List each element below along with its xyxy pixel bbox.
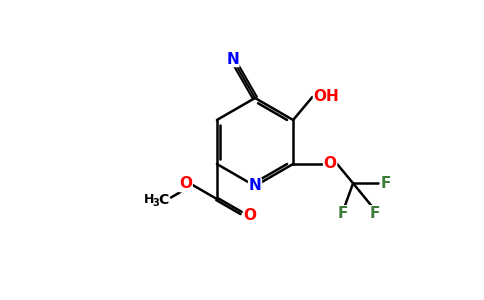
Text: O: O: [179, 176, 192, 191]
Text: C: C: [158, 193, 168, 206]
Text: H: H: [144, 193, 154, 206]
Text: O: O: [243, 208, 257, 223]
Text: N: N: [226, 52, 239, 67]
Text: 3: 3: [152, 197, 159, 208]
Text: O: O: [324, 157, 336, 172]
Text: N: N: [249, 178, 261, 194]
Text: OH: OH: [314, 88, 339, 104]
Text: F: F: [338, 206, 348, 221]
Text: F: F: [370, 206, 380, 221]
Text: F: F: [381, 176, 391, 191]
